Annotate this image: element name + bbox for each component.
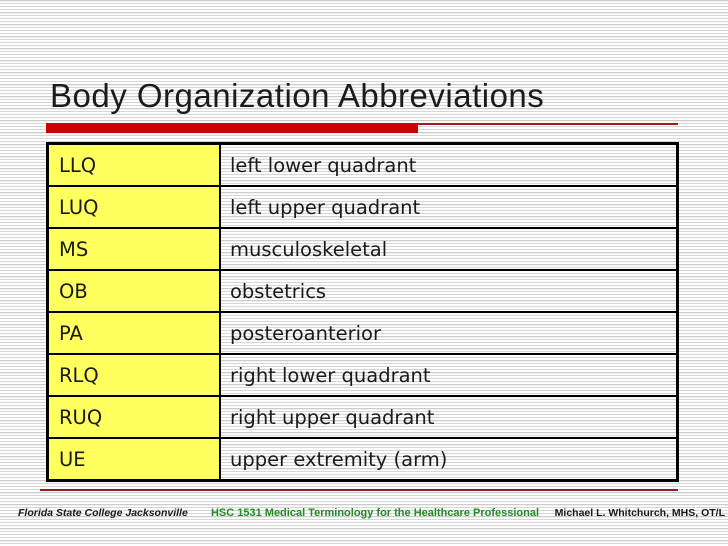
meaning-cell: left lower quadrant (230, 153, 417, 177)
abbreviation-cell: PA (49, 313, 221, 353)
abbreviation-cell: RUQ (49, 397, 221, 437)
table-row: UE upper extremity (arm) (49, 439, 676, 479)
table-row: LUQ left upper quadrant (49, 187, 676, 229)
table-row: LLQ left lower quadrant (49, 145, 676, 187)
meaning-cell: posteroanterior (230, 321, 381, 345)
footer-course-title: HSC 1531 Medical Terminology for the Hea… (210, 507, 540, 519)
abbreviation-cell: UE (49, 439, 221, 479)
abbreviation-cell: MS (49, 229, 221, 269)
meaning-cell: upper extremity (arm) (230, 447, 448, 471)
table-row: RLQ right lower quadrant (49, 355, 676, 397)
abbreviations-table: LLQ left lower quadrant LUQ left upper quad… (46, 142, 679, 482)
meaning-cell: right upper quadrant (230, 405, 435, 429)
table-row: RUQ right upper quadrant (49, 397, 676, 439)
footer-institution: Florida State College Jacksonville (18, 507, 188, 519)
abbreviation-cell: RLQ (49, 355, 221, 395)
page-title: Body Organization Abbreviations (50, 77, 545, 114)
table-row: MS musculoskeletal (49, 229, 676, 271)
meaning-cell: musculoskeletal (230, 237, 388, 261)
table-row: OB obstetrics (49, 271, 676, 313)
title-underline-thin-line (418, 123, 678, 125)
title-underline-accent-bar (46, 123, 418, 133)
meaning-cell: obstetrics (230, 279, 327, 303)
abbreviation-cell: LLQ (49, 145, 221, 185)
footer-author: Michael L. Whitchurch, MHS, OT/L (554, 507, 725, 519)
meaning-cell: left upper quadrant (230, 195, 421, 219)
footer-separator-line (40, 489, 678, 491)
table-row: PA posteroanterior (49, 313, 676, 355)
abbreviation-cell: LUQ (49, 187, 221, 227)
meaning-cell: right lower quadrant (230, 363, 431, 387)
abbreviation-cell: OB (49, 271, 221, 311)
